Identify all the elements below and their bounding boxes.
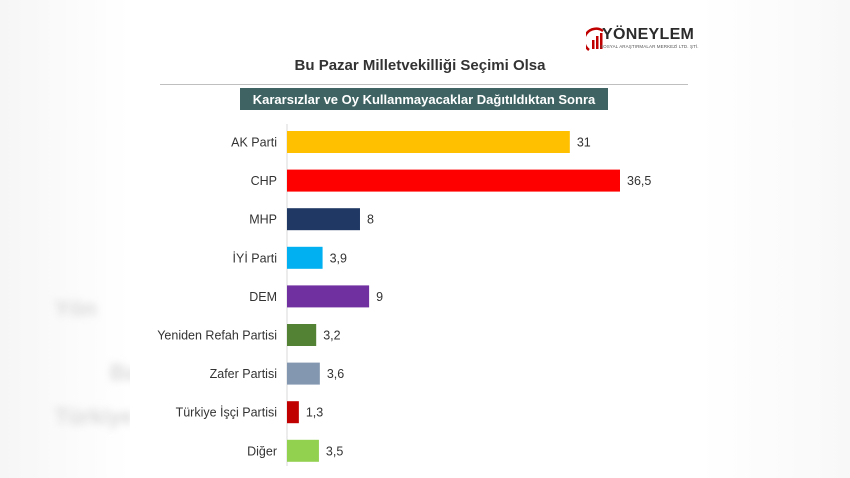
value-label-0: 31: [577, 136, 591, 150]
bar-0: [287, 131, 570, 153]
value-label-1: 36,5: [627, 174, 651, 188]
value-label-3: 3,9: [330, 251, 347, 265]
chart-title: Bu Pazar Milletvekilliği Seçimi Olsa: [294, 57, 546, 74]
logo-text: YÖNEYLEM: [602, 26, 695, 43]
bar-6: [287, 362, 320, 385]
bar-5: [287, 324, 317, 346]
background-right: [700, 0, 850, 478]
category-label-2: MHP: [249, 213, 277, 227]
title-divider: [160, 84, 688, 85]
category-label-6: Zafer Partisi: [210, 367, 277, 381]
background-left: [0, 0, 130, 478]
bar-2: [287, 208, 360, 231]
category-label-3: İYİ Parti: [233, 251, 277, 265]
category-label-5: Yeniden Refah Partisi: [157, 329, 277, 343]
background-blur-text-3: Türkiye: [55, 404, 134, 429]
bar-1: [287, 169, 620, 192]
value-label-8: 3,5: [326, 444, 343, 458]
value-label-4: 9: [376, 290, 383, 304]
category-label-1: CHP: [251, 174, 277, 188]
category-label-7: Türkiye İşçi Partisi: [176, 406, 277, 420]
value-label-2: 8: [367, 213, 374, 227]
bar-4: [287, 285, 370, 308]
value-label-5: 3,2: [323, 329, 340, 343]
value-label-6: 3,6: [327, 367, 344, 381]
category-label-0: AK Parti: [231, 136, 277, 150]
chart-subtitle: Kararsızlar ve Oy Kullanmayacaklar Dağıt…: [240, 88, 608, 110]
background-blur-text-1: Yön: [55, 296, 97, 321]
logo-subtext: SOSYAL ARAŞTIRMALAR MERKEZİ LTD. ŞTİ.: [600, 44, 699, 49]
bar-7: [287, 401, 299, 424]
chart-card: [130, 0, 700, 478]
logo-icon: [586, 27, 604, 52]
bar-3: [287, 246, 323, 269]
value-label-7: 1,3: [306, 406, 323, 420]
bar-8: [287, 439, 319, 462]
category-label-4: DEM: [249, 290, 277, 304]
category-label-8: Diğer: [247, 444, 277, 458]
